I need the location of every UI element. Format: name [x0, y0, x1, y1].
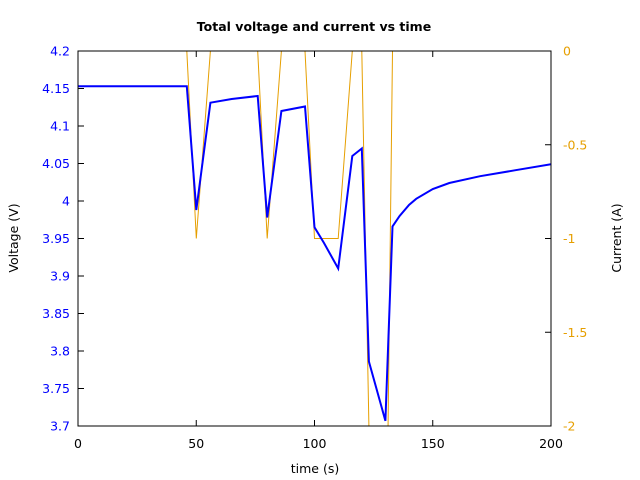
x-axis: 0 50 100 150 200 [74, 51, 563, 451]
y-tick-label: 4.05 [42, 156, 70, 171]
y2-tick-label: -2 [563, 419, 575, 434]
current-series-line [78, 51, 551, 426]
y-axis-left-label: Voltage (V) [6, 203, 21, 272]
y-axis-right: 0 -0.5 -1 -1.5 -2 [545, 44, 587, 434]
y-tick-label: 3.75 [42, 381, 70, 396]
x-tick-label: 200 [539, 436, 563, 451]
x-tick-label: 50 [188, 436, 204, 451]
y-tick-label: 4.1 [50, 119, 70, 134]
x-tick-label: 150 [421, 436, 445, 451]
chart-title: Total voltage and current vs time [197, 19, 431, 34]
x-tick-label: 100 [303, 436, 327, 451]
y-tick-label: 4.15 [42, 81, 70, 96]
y-axis-left: 4.2 4.15 4.1 4.05 4 3.95 3.9 3.85 3.8 3.75 3.7 [42, 44, 84, 434]
y-tick-label: 3.85 [42, 306, 70, 321]
voltage-series-line [78, 85, 551, 422]
y-tick-label: 4 [62, 194, 70, 209]
y2-tick-label: -1 [563, 231, 575, 246]
y2-tick-label: -1.5 [563, 325, 587, 340]
y-tick-label: 3.9 [50, 269, 70, 284]
x-axis-label: time (s) [291, 461, 339, 476]
x-tick-label: 0 [74, 436, 82, 451]
y-tick-label: 4.2 [50, 44, 70, 59]
y-axis-right-label: Current (A) [609, 203, 624, 272]
y-tick-label: 3.7 [50, 419, 70, 434]
y2-tick-label: -0.5 [563, 137, 587, 152]
y2-tick-label: 0 [563, 44, 571, 59]
plot-area [78, 51, 551, 426]
y-tick-label: 3.8 [50, 344, 70, 359]
y-tick-label: 3.95 [42, 231, 70, 246]
